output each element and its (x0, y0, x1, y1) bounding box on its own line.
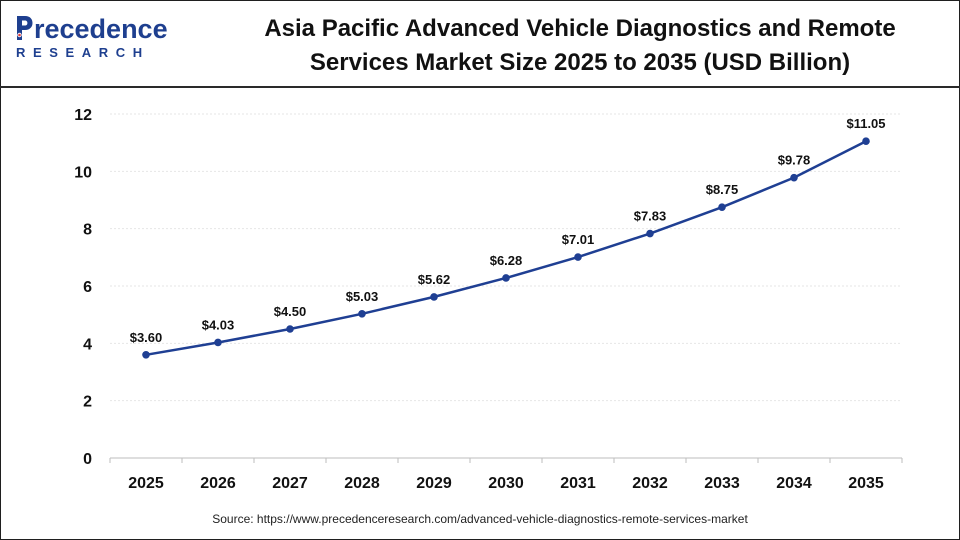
data-point (358, 310, 366, 318)
data-point (142, 351, 150, 359)
logo-subtitle: RESEARCH (16, 45, 150, 60)
y-tick-label: 10 (74, 164, 92, 181)
data-point (214, 338, 222, 347)
data-label: $5.62 (418, 272, 451, 287)
gridlines (110, 113, 902, 402)
data-point (574, 253, 582, 261)
logo-p-icon (14, 14, 34, 42)
chart-title: Asia Pacific Advanced Vehicle Diagnostic… (230, 12, 930, 80)
x-tick-label: 2034 (776, 475, 812, 492)
header: recedence RESEARCH Asia Pacific Advanced… (0, 0, 960, 86)
data-point (718, 203, 726, 211)
chart-title-line-1: Asia Pacific Advanced Vehicle Diagnostic… (264, 15, 896, 42)
data-point (646, 229, 654, 238)
y-tick-label: 2 (83, 394, 92, 411)
data-label: $8.75 (706, 182, 739, 197)
x-tick-label: 2030 (488, 475, 524, 492)
x-tick-label: 2026 (200, 475, 236, 492)
data-label: $4.50 (274, 304, 307, 319)
series-line (145, 140, 867, 357)
series (142, 137, 870, 359)
y-tick-label: 8 (83, 222, 92, 239)
x-tick-label: 2033 (704, 475, 740, 492)
source-note: Source: https://www.precedenceresearch.c… (212, 512, 748, 526)
x-tick-label: 2025 (128, 475, 164, 492)
x-tick-label: 2031 (560, 475, 596, 492)
header-divider (0, 86, 960, 88)
y-tick-label: 6 (83, 279, 92, 296)
x-tick-label: 2028 (344, 475, 380, 492)
x-tick-label: 2029 (416, 475, 452, 492)
data-point (430, 293, 438, 301)
logo-wordmark: recedence (34, 14, 168, 44)
data-label: $7.01 (562, 232, 595, 247)
y-tick-label: 4 (83, 336, 92, 353)
y-tick-label: 12 (74, 107, 92, 124)
data-label: $6.28 (490, 253, 523, 268)
precedence-research-logo: recedence RESEARCH (14, 14, 168, 74)
x-tick-label: 2035 (848, 475, 884, 492)
y-tick-label: 0 (83, 451, 92, 468)
x-tick-label: 2027 (272, 475, 308, 492)
axes: 0 2 4 6 8 10 12 2025 2026 2027 2028 2029 2030 2031 203… (74, 107, 903, 492)
data-label: $11.05 (846, 116, 885, 131)
chart-title-line-2: Services Market Size 2025 to 2035 (USD B… (309, 49, 851, 76)
data-label: $9.78 (778, 153, 811, 168)
data-label: $3.60 (130, 330, 163, 345)
data-labels: $3.60 $4.03 $4.50 $5.03 $5.62 $6.28 $7.01 $7.83… (130, 116, 886, 345)
data-label: $4.03 (202, 317, 235, 332)
data-point (790, 173, 798, 182)
data-point (286, 325, 294, 333)
line-chart: 0 2 4 6 8 10 12 2025 2026 2027 2028 2029 2030 2031 203… (74, 107, 903, 492)
data-point (862, 137, 870, 146)
data-label: $5.03 (346, 289, 379, 304)
data-point (502, 274, 510, 282)
x-tick-label: 2032 (632, 475, 668, 492)
data-label: $7.83 (634, 209, 667, 224)
